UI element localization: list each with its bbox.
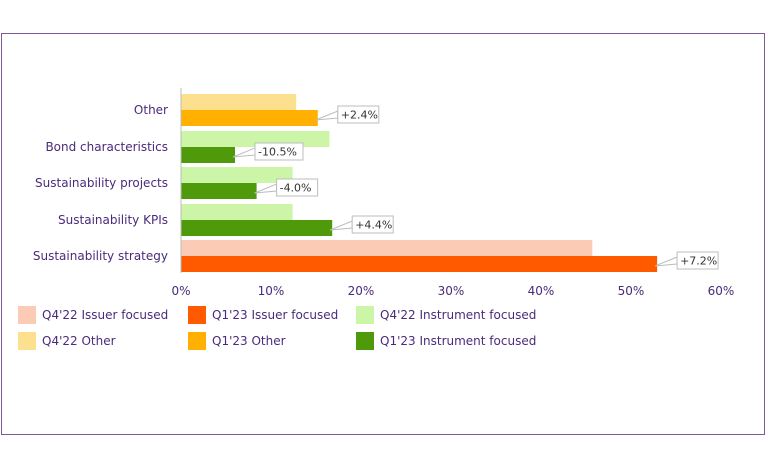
- callout-pointer: [330, 220, 353, 231]
- callout-pointer: [254, 183, 278, 194]
- legend-item-q4-instrument: Q4'22 Instrument focused: [356, 306, 536, 324]
- legend-item-q4-issuer: Q4'22 Issuer focused: [18, 306, 168, 324]
- legend-label: Q4'22 Other: [42, 334, 116, 348]
- callout-box: [351, 215, 394, 234]
- legend-item-q1-instrument: Q1'23 Instrument focused: [356, 332, 536, 350]
- legend-item-q1-issuer: Q1'23 Issuer focused: [188, 306, 338, 324]
- bar: [181, 147, 235, 163]
- callout-label: +2.4%: [341, 109, 378, 122]
- bar: [181, 204, 293, 220]
- bar: [181, 256, 658, 272]
- callout-box: [254, 142, 304, 161]
- legend-swatch: [356, 306, 374, 324]
- category-label: Sustainability KPIs: [58, 213, 168, 227]
- category-label: Other: [134, 103, 168, 117]
- x-tick-label: 30%: [438, 284, 465, 298]
- legend-label: Q1'23 Issuer focused: [212, 308, 339, 322]
- x-tick-label: 50%: [618, 284, 645, 298]
- category-label: Sustainability projects: [35, 176, 168, 190]
- legend-label: Q4'22 Issuer focused: [42, 308, 169, 322]
- callout-pointer: [315, 110, 339, 121]
- callout-pointer: [654, 256, 678, 267]
- bar: [181, 183, 257, 199]
- callout-label: -10.5%: [258, 146, 297, 159]
- legend-swatch: [188, 332, 206, 350]
- legend-label: Q1'23 Instrument focused: [380, 334, 537, 348]
- callout-box: [276, 178, 319, 197]
- bar: [181, 94, 297, 110]
- bar: [181, 220, 333, 236]
- legend-label: Q4'22 Instrument focused: [380, 308, 537, 322]
- x-tick-label: 0%: [171, 284, 190, 298]
- x-tick-label: 10%: [258, 284, 285, 298]
- bar: [181, 240, 593, 256]
- callout-box: [337, 105, 380, 124]
- callout-label: -4.0%: [280, 182, 312, 195]
- legend-item-q4-other: Q4'22 Other: [18, 332, 116, 350]
- legend-swatch: [188, 306, 206, 324]
- x-tick-label: 40%: [528, 284, 555, 298]
- x-tick-label: 60%: [708, 284, 735, 298]
- legend-swatch: [18, 332, 36, 350]
- bar: [181, 110, 318, 126]
- callout-label: +7.2%: [680, 255, 717, 268]
- x-tick-label: 20%: [348, 284, 375, 298]
- callout-pointer: [232, 147, 256, 158]
- category-label: Bond characteristics: [45, 140, 168, 154]
- legend-swatch: [18, 306, 36, 324]
- callout-label: +4.4%: [355, 219, 392, 232]
- category-label: Sustainability strategy: [33, 249, 168, 263]
- legend-item-q1-other: Q1'23 Other: [188, 332, 286, 350]
- chart-frame: [1, 33, 765, 435]
- legend-label: Q1'23 Other: [212, 334, 286, 348]
- legend-swatch: [356, 332, 374, 350]
- callout-box: [676, 251, 719, 270]
- bar: [181, 167, 293, 183]
